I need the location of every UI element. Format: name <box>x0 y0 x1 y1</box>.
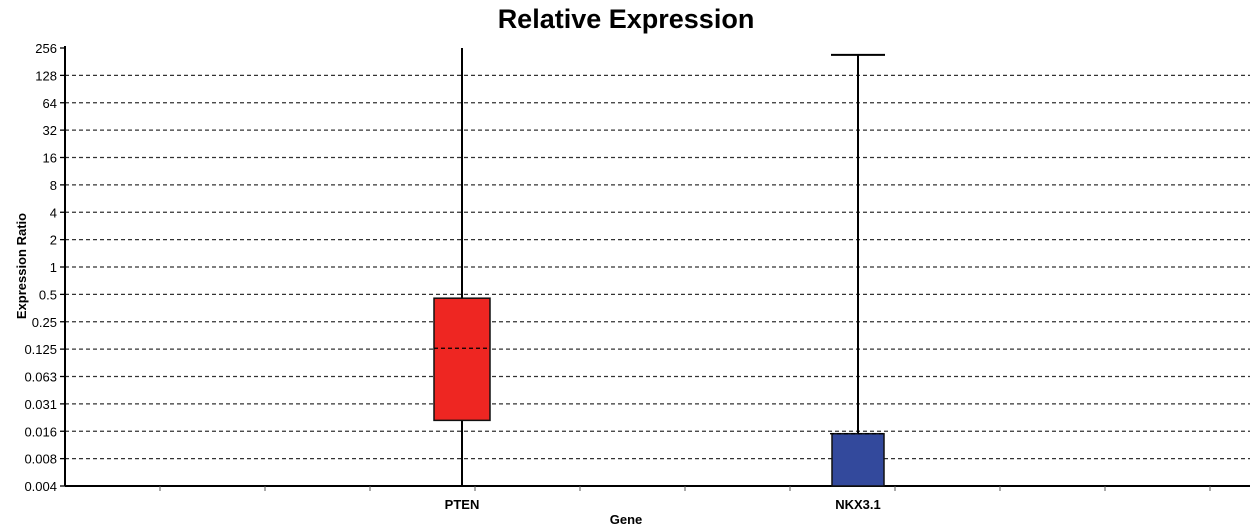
box-pten <box>433 48 491 486</box>
box-nkx3-1 <box>830 53 886 487</box>
grid-lines <box>65 74 1250 460</box>
y-tick-label: 256 <box>35 41 57 56</box>
box-body <box>433 297 491 422</box>
x-category-label: NKX3.1 <box>835 497 881 512</box>
x-category-label: PTEN <box>445 497 480 512</box>
y-tick-label: 0.25 <box>32 315 57 330</box>
chart-title: Relative Expression <box>497 4 755 34</box>
y-tick-label: 128 <box>35 68 57 83</box>
y-tick-label: 2 <box>50 233 57 248</box>
y-tick-label: 0.016 <box>24 424 57 439</box>
y-tick-label: 4 <box>50 205 57 220</box>
y-tick-label: 0.5 <box>39 287 57 302</box>
x-axis-label: Gene <box>609 512 643 527</box>
y-tick-label: 64 <box>43 96 57 111</box>
category-labels: PTEN NKX3.1 <box>445 497 881 512</box>
x-tick-marks <box>159 486 1211 491</box>
y-tick-label: 0.004 <box>24 479 57 494</box>
boxes <box>433 48 886 487</box>
y-tick-labels: 0.004 0.008 0.016 0.031 0.063 0.125 0.25 0.5 1 2 4… <box>24 41 57 494</box>
y-tick-label: 0.031 <box>24 397 57 412</box>
y-tick-label: 1 <box>50 260 57 275</box>
y-tick-label: 8 <box>50 178 57 193</box>
y-tick-label: 32 <box>43 123 57 138</box>
y-tick-label: 0.063 <box>24 370 57 385</box>
box-body <box>831 432 885 487</box>
y-tick-label: 0.008 <box>24 452 57 467</box>
axes <box>60 46 1250 487</box>
y-tick-label: 0.125 <box>24 342 57 357</box>
y-tick-label: 16 <box>43 151 57 166</box>
